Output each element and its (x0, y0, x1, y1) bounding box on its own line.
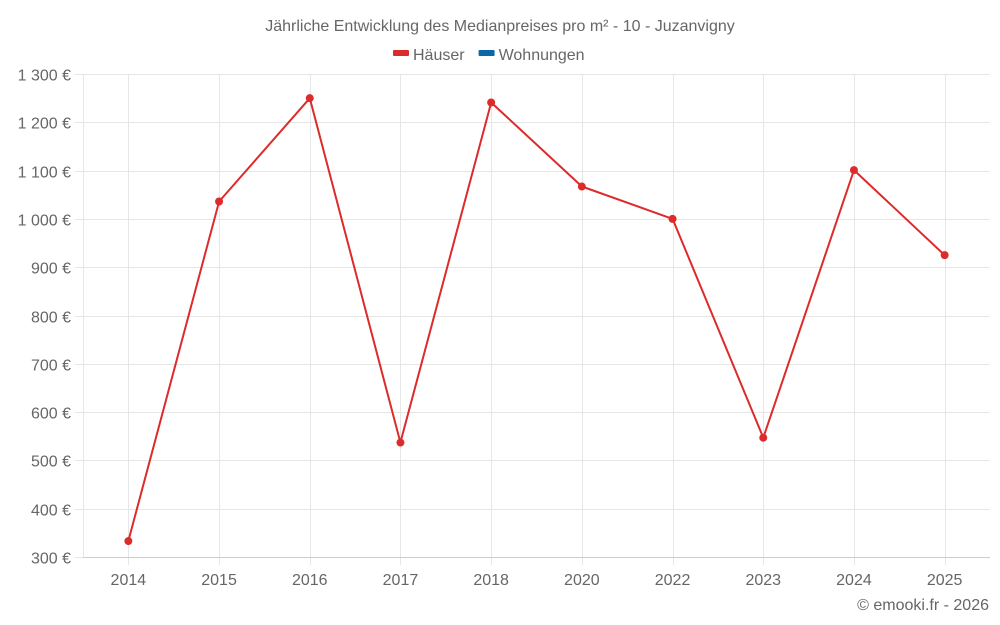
x-tick-label: 2017 (383, 572, 419, 589)
legend-swatch (393, 50, 409, 56)
x-axis: 2014 2015 2016 2017 2018 2020 2022 2023 2024 2025 (83, 557, 990, 589)
legend-label: Wohnungen (499, 47, 585, 64)
legend-swatch (478, 50, 495, 56)
x-tick-label: 2025 (927, 572, 963, 589)
gridlines (75, 74, 990, 565)
y-tick-label: 400 € (31, 503, 71, 520)
series-line-häuser (127, 97, 946, 542)
chart-title: Jährliche Entwicklung des Medianpreises … (265, 18, 735, 35)
y-tick-label: 900 € (31, 261, 71, 278)
x-tick-label: 2020 (564, 572, 600, 589)
y-tick-label: 1 300 € (18, 68, 71, 85)
y-tick-label: 600 € (31, 406, 71, 423)
y-tick-label: 1 000 € (18, 213, 71, 230)
data-point (487, 98, 496, 107)
data-point (940, 251, 949, 260)
x-tick-label: 2022 (655, 572, 691, 589)
series-layer (124, 94, 949, 546)
data-point (759, 433, 768, 442)
y-tick-label: 1 200 € (18, 116, 71, 133)
y-tick-label: 500 € (31, 454, 71, 471)
legend-item-wohnungen: Wohnungen (478, 47, 585, 64)
x-tick-label: 2014 (111, 572, 147, 589)
data-point (124, 537, 133, 546)
data-point (849, 166, 858, 175)
y-tick-label: 300 € (31, 551, 71, 568)
y-axis: 300 € 400 € 500 € 600 € 700 € 800 € 900 € 1 000… (18, 68, 71, 568)
data-point (215, 197, 224, 206)
x-tick-label: 2015 (201, 572, 237, 589)
data-point (305, 94, 314, 103)
y-tick-label: 1 100 € (18, 165, 71, 182)
data-point (577, 182, 586, 191)
credit-text: © emooki.fr - 2026 (857, 597, 989, 614)
x-tick-label: 2023 (745, 572, 781, 589)
legend-item-häuser: Häuser (393, 47, 465, 64)
data-point (396, 438, 405, 447)
x-tick-label: 2016 (292, 572, 328, 589)
x-tick-label: 2018 (473, 572, 509, 589)
x-tick-label: 2024 (836, 572, 872, 589)
y-tick-label: 800 € (31, 310, 71, 327)
legend-label: Häuser (413, 47, 465, 64)
y-tick-label: 700 € (31, 358, 71, 375)
data-point (668, 214, 677, 223)
legend: Häuser Wohnungen (393, 47, 585, 64)
